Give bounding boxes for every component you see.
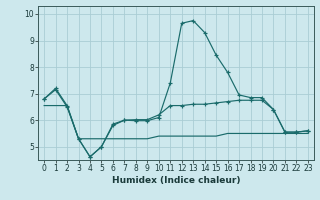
X-axis label: Humidex (Indice chaleur): Humidex (Indice chaleur) [112, 176, 240, 185]
